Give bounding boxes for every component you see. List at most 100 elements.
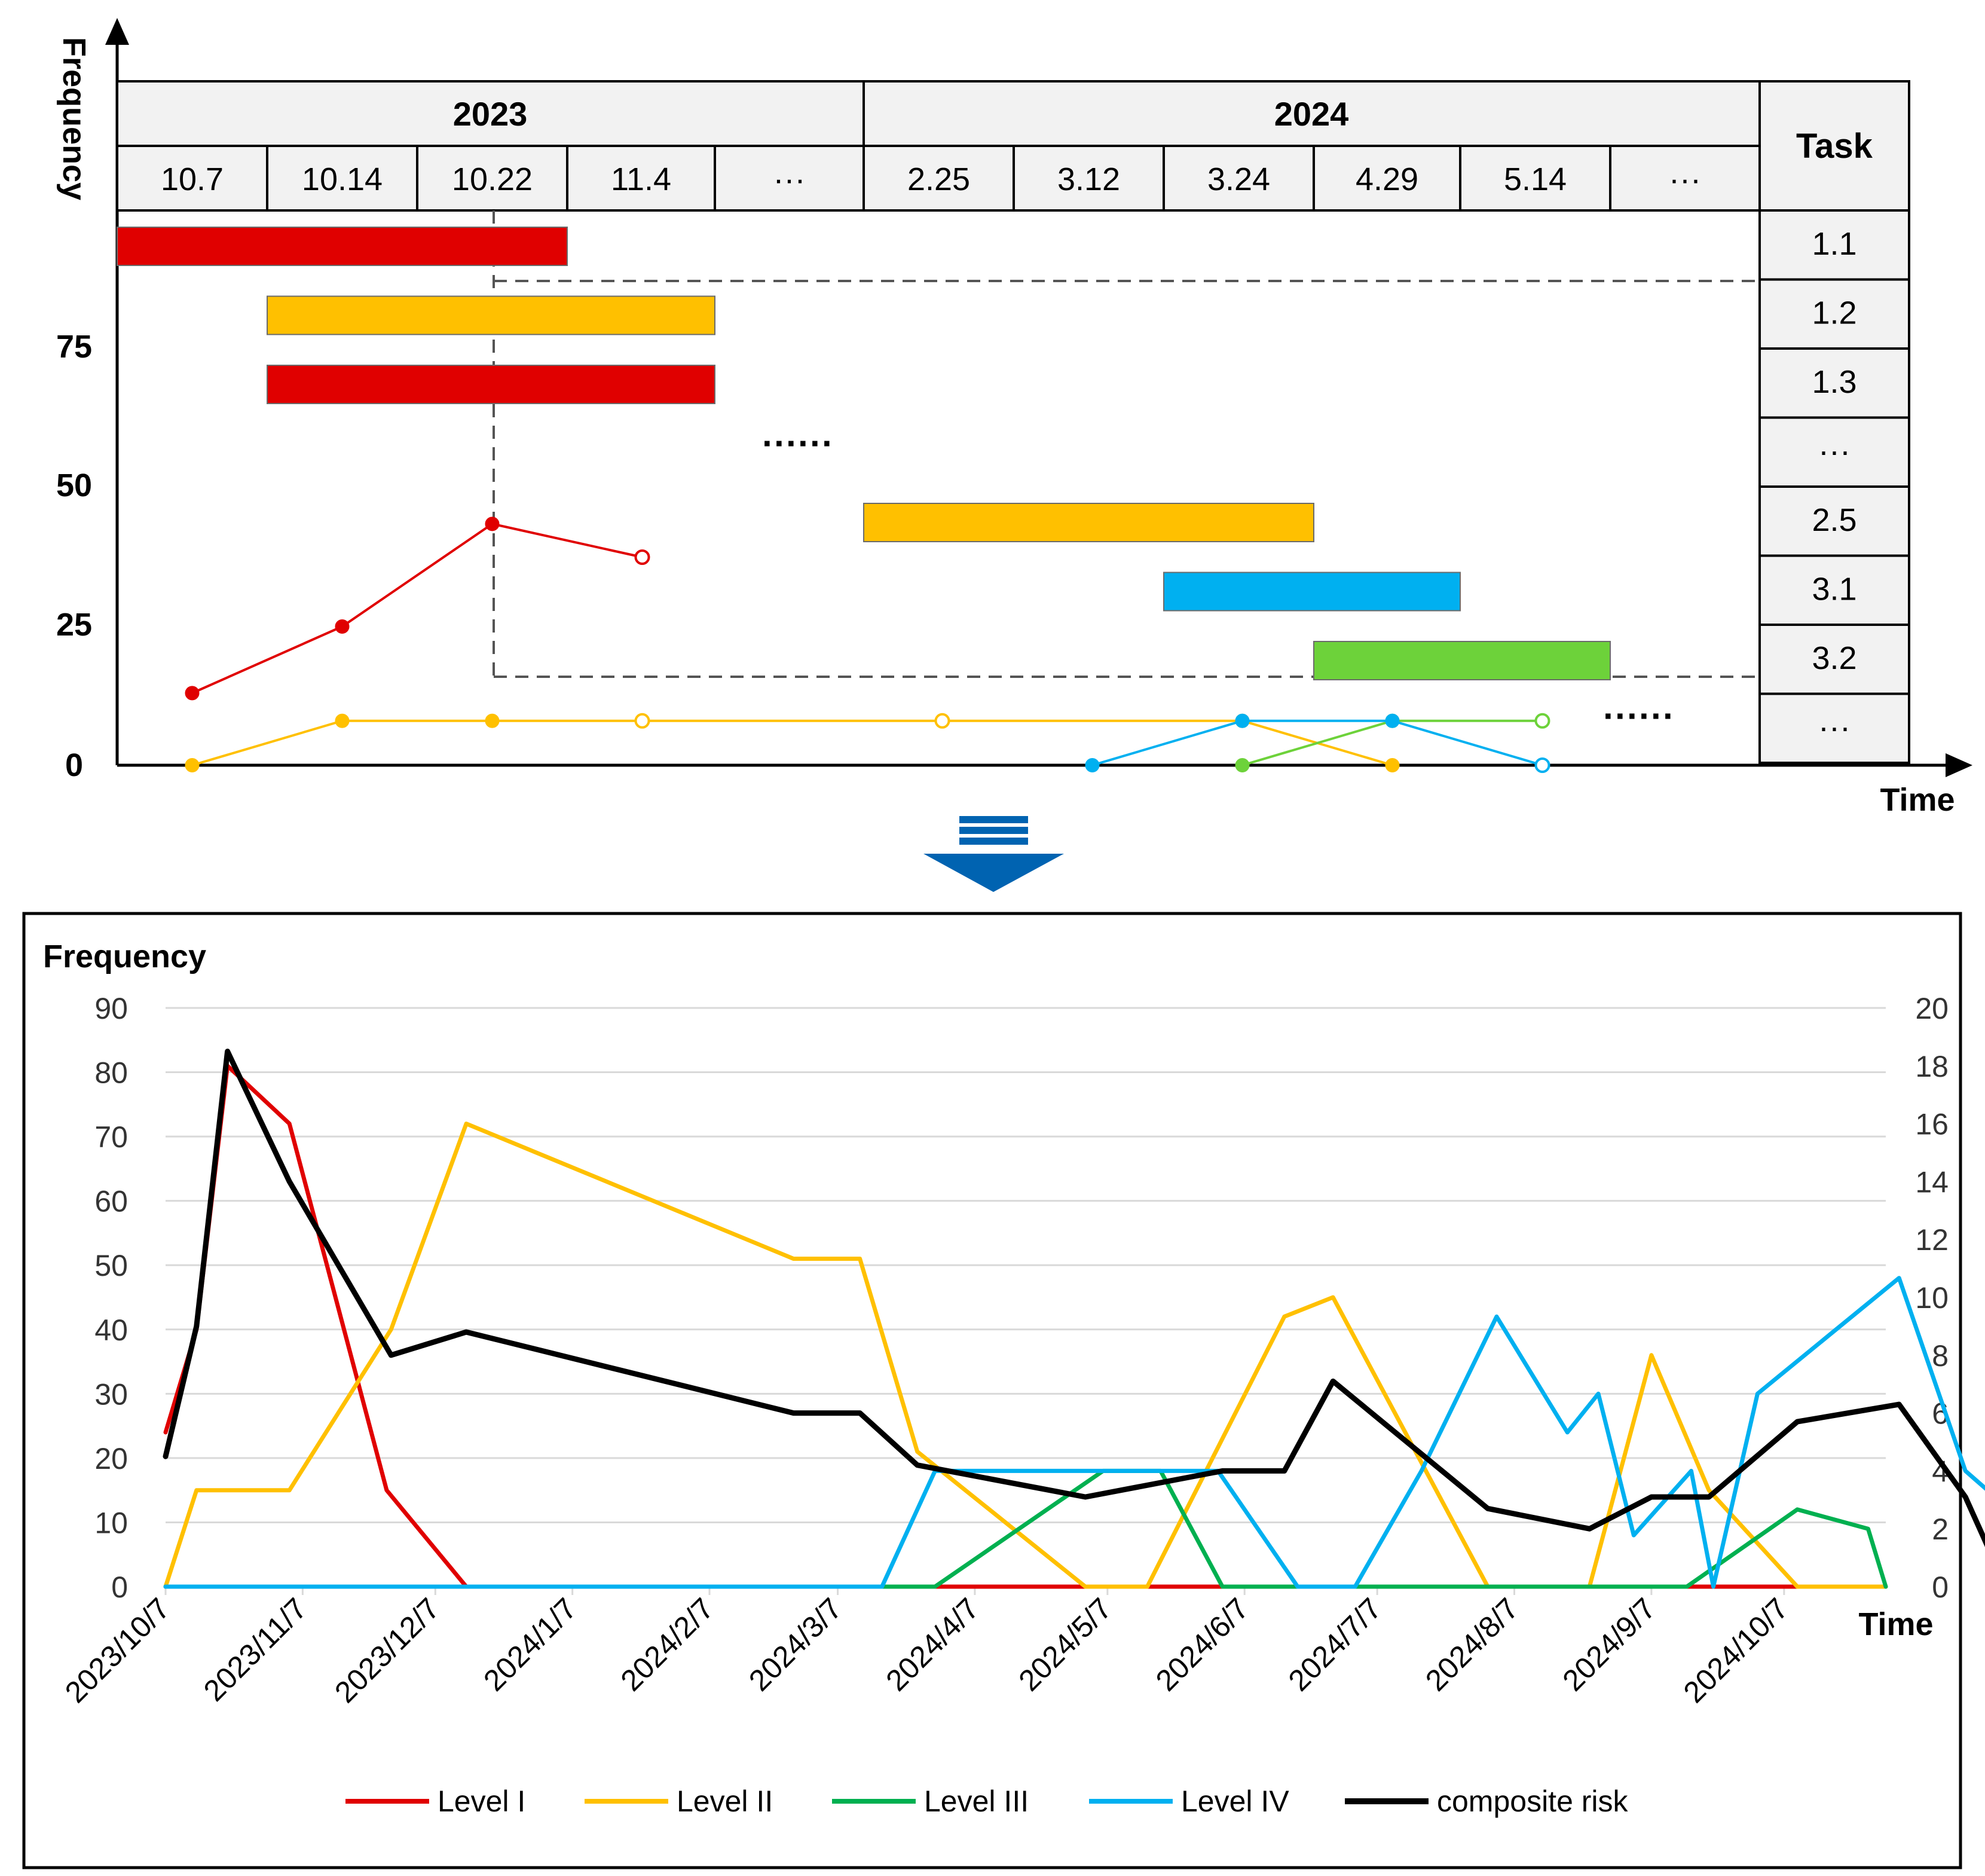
- right-y-tick-label: 12: [1915, 1223, 1949, 1257]
- y-tick-labels: 0 25 50 75: [56, 329, 92, 783]
- legend-item-level-4: Level IV: [1089, 1785, 1289, 1818]
- date-label: 11.4: [611, 161, 671, 197]
- task-label: 3.2: [1812, 640, 1856, 676]
- right-y-tick-label: 8: [1932, 1339, 1949, 1373]
- series-line-level-ii: [163, 1122, 1888, 1589]
- y-tick-label-75: 75: [56, 329, 92, 365]
- right-y-tick-label: 18: [1915, 1050, 1949, 1083]
- ellipsis-middle: ······: [762, 423, 834, 463]
- task-freq-point: [485, 517, 500, 531]
- ellipsis-right: ······: [1603, 696, 1675, 736]
- legend-item-level-2: Level II: [585, 1785, 773, 1818]
- task-cell: [1758, 416, 1910, 488]
- date-label: 3.24: [1207, 161, 1270, 197]
- task-bar-3-2: [1313, 641, 1611, 680]
- legend-label-level-4: Level IV: [1181, 1785, 1289, 1818]
- task-freq-point: [1534, 757, 1550, 773]
- task-freq-point: [185, 758, 200, 772]
- y-tick-label-50: 50: [56, 468, 92, 503]
- left-y-tick-label: 60: [94, 1185, 128, 1218]
- y-axis-title: Frequency: [56, 37, 92, 200]
- year-2024: 2024: [1274, 95, 1349, 133]
- date-label: 10.14: [302, 161, 383, 197]
- task-schedule-panel: Frequency Time 0 25 50 75 2023 2024 10.7…: [56, 18, 1972, 818]
- date-label: ···: [1669, 161, 1701, 197]
- date-label: 5.14: [1504, 161, 1567, 197]
- task-cell: [1758, 554, 1910, 626]
- right-y-tick-label: 10: [1915, 1281, 1949, 1315]
- left-y-tick-label: 20: [94, 1442, 128, 1475]
- task-freq-point: [335, 619, 350, 634]
- bottom-x-axis-title: Time: [1858, 1606, 1933, 1642]
- series-line-level-iv: [163, 1276, 1985, 1589]
- task-freq-point: [1385, 713, 1400, 728]
- right-y-tick-label: 16: [1915, 1108, 1949, 1141]
- task-cell: [1758, 485, 1910, 557]
- legend-label-level-1: Level I: [438, 1785, 525, 1818]
- task-bar-1-1: [117, 227, 568, 266]
- left-y-tick-label: 0: [111, 1571, 128, 1604]
- legend: Level I Level II Level III Level IV comp…: [345, 1785, 1629, 1818]
- chart-frame: [22, 912, 1962, 1869]
- left-y-tick-label: 80: [94, 1056, 128, 1090]
- date-label: 4.29: [1356, 161, 1418, 197]
- task-header: Task: [1796, 127, 1873, 166]
- task-bar-2-5: [863, 503, 1314, 542]
- task-cell: [1758, 347, 1910, 419]
- task-freq-point: [1534, 713, 1550, 729]
- date-label: 2.25: [907, 161, 970, 197]
- left-y-tick-label: 10: [94, 1506, 128, 1539]
- task-freq-line-level-ii: [191, 719, 1393, 766]
- date-label: ···: [773, 161, 806, 197]
- task-freq-point: [485, 713, 500, 728]
- task-freq-point: [1235, 713, 1250, 728]
- task-cells: 1.1 1.2 1.3 ··· 2.5 3.1 3.2 ···: [1758, 209, 1910, 764]
- task-label: 3.1: [1812, 572, 1856, 607]
- task-freq-point: [335, 713, 350, 728]
- left-y-tick-label: 40: [94, 1313, 128, 1347]
- task-freq-line-level-iv: [1091, 719, 1543, 766]
- task-freq-line-level-i: [191, 523, 643, 695]
- down-arrow-icon: [923, 816, 1064, 892]
- series-line-composite-risk: [163, 1049, 1985, 1547]
- date-label: 10.7: [161, 161, 224, 197]
- task-freq-point: [185, 686, 200, 701]
- legend-item-level-3: Level III: [832, 1785, 1029, 1818]
- task-frequency-lines: [185, 517, 1550, 773]
- y-tick-label-0: 0: [65, 747, 83, 783]
- task-label: 1.2: [1812, 295, 1856, 331]
- task-cell: [1758, 692, 1910, 764]
- legend-label-level-3: Level III: [924, 1785, 1029, 1818]
- task-column: Task 1.1 1.2 1.3 ··· 2.5 3.1 3.2 ···: [1758, 80, 1910, 764]
- right-y-tick-label: 0: [1932, 1571, 1949, 1604]
- task-label: ···: [1818, 710, 1851, 745]
- bottom-y-axis-title: Frequency: [43, 939, 206, 974]
- task-freq-point: [1385, 758, 1400, 772]
- year-2023: 2023: [453, 95, 528, 133]
- series-line-level-iii: [163, 1468, 1888, 1589]
- right-y-tick-label: 14: [1915, 1165, 1949, 1199]
- left-y-tick-label: 70: [94, 1120, 128, 1154]
- date-label: 10.22: [452, 161, 533, 197]
- legend-label-level-2: Level II: [677, 1785, 773, 1818]
- left-y-tick-label: 90: [94, 992, 128, 1025]
- task-bar-1-2: [267, 295, 715, 335]
- x-axis-title: Time: [1880, 782, 1955, 818]
- task-freq-point: [634, 713, 650, 729]
- date-label: 3.12: [1057, 161, 1120, 197]
- y-tick-label-25: 25: [56, 607, 92, 643]
- task-freq-point: [934, 713, 950, 729]
- legend-item-level-1: Level I: [345, 1785, 525, 1818]
- task-header-cell: [1758, 80, 1910, 212]
- task-label: 2.5: [1812, 502, 1856, 538]
- left-y-tick-label: 30: [94, 1377, 128, 1411]
- timeline-header-table: 2023 2024 10.7 10.14 10.22 11.4 ··· 2.25 3.12 3…: [116, 80, 1761, 212]
- task-bars: [117, 227, 1611, 680]
- task-freq-point: [1235, 758, 1250, 772]
- task-freq-point: [634, 549, 650, 565]
- left-y-tick-label: 50: [94, 1249, 128, 1282]
- task-cell: [1758, 624, 1910, 695]
